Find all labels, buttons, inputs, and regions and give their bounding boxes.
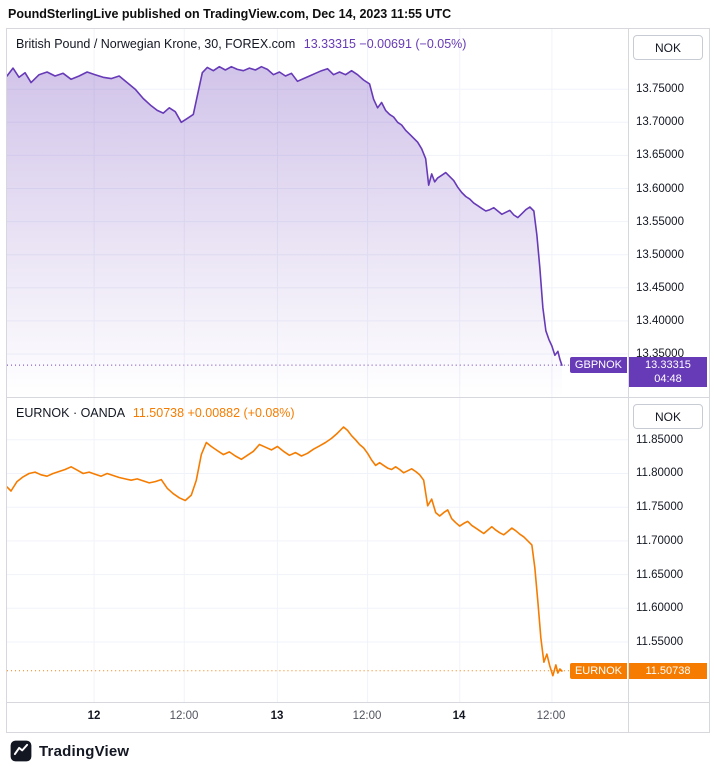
time-axis-label: 12:00 — [352, 710, 382, 722]
price-axis-label: 11.75000 — [636, 501, 684, 514]
time-axis-label: 14 — [452, 710, 466, 722]
gbpnok-legend-values: 13.33315 −0.00691 (−0.05%) — [304, 37, 467, 51]
price-axis-label: 11.80000 — [636, 467, 684, 480]
eurnok-legend-title: EURNOK · OANDA — [16, 406, 125, 420]
price-axis-label: 13.55000 — [636, 215, 684, 228]
time-axis-label: 12 — [87, 710, 101, 722]
gbpnok-legend: British Pound / Norwegian Krone, 30, FOR… — [16, 37, 466, 51]
gbpnok-price-change: −0.00691 (−0.05%) — [359, 37, 467, 51]
gbpnok-badge-price: 13.33315 — [645, 359, 691, 372]
tradingview-branding[interactable]: TradingView — [10, 739, 129, 763]
price-axis-separator — [628, 29, 629, 732]
price-axis-label: 13.50000 — [636, 248, 684, 261]
eurnok-price-axis[interactable]: NOK 11.50738 11.55000 11.60000 11.65000 11.… — [629, 398, 707, 702]
time-axis[interactable]: 12 12:00 13 12:00 14 12:00 — [7, 703, 628, 730]
price-axis-label: 11.55000 — [636, 636, 684, 648]
time-axis-divider — [7, 702, 709, 703]
chart-widget: GBPNOK British Pound / Norwegian Krone, … — [6, 28, 710, 733]
price-axis-label: 13.40000 — [636, 314, 684, 327]
price-axis-label: 13.65000 — [636, 149, 684, 162]
price-axis-label: 11.70000 — [636, 534, 684, 547]
gbpnok-last-price: 13.33315 — [303, 37, 356, 51]
price-axis-label: 13.75000 — [636, 83, 684, 96]
eurnok-panel: EURNOK EURNOK · OANDA 11.50738 +0.00882 … — [7, 398, 707, 702]
gbpnok-price-flag: GBPNOK — [569, 357, 627, 374]
panel-divider[interactable] — [7, 397, 709, 398]
tradingview-wordmark: TradingView — [39, 742, 130, 760]
gbpnok-plot-area[interactable]: GBPNOK — [7, 29, 628, 397]
price-axis-label: 13.60000 — [636, 182, 684, 195]
price-axis-label: 13.35000 — [636, 347, 684, 360]
eurnok-price-badge: 11.50738 — [629, 662, 707, 679]
eurnok-legend-values: 11.50738 +0.00882 (+0.08%) — [133, 406, 295, 420]
price-axis-label: 11.65000 — [636, 568, 684, 581]
tradingview-logo-icon — [10, 740, 32, 762]
eurnok-last-price: 11.50738 — [132, 406, 185, 420]
eurnok-badge-price: 11.50738 — [645, 664, 691, 677]
gbpnok-currency-button[interactable]: NOK — [633, 35, 703, 60]
gbpnok-price-axis[interactable]: NOK 13.33315 04:48 13.35000 13.40000 13.45… — [629, 29, 707, 397]
time-axis-label: 12:00 — [536, 710, 566, 722]
gbpnok-line-chart[interactable] — [7, 29, 628, 397]
gbpnok-panel: GBPNOK British Pound / Norwegian Krone, … — [7, 29, 707, 397]
eurnok-price-change: +0.00882 (+0.08%) — [187, 406, 295, 420]
time-axis-label: 13 — [270, 710, 284, 722]
price-axis-label: 11.60000 — [636, 602, 684, 615]
price-axis-label: 11.85000 — [636, 433, 684, 446]
gbpnok-legend-title: British Pound / Norwegian Krone, 30, FOR… — [16, 37, 296, 51]
eurnok-legend: EURNOK · OANDA 11.50738 +0.00882 (+0.08%… — [16, 406, 295, 420]
attribution-text: PoundSterlingLive published on TradingVi… — [8, 7, 452, 21]
price-axis-label: 13.70000 — [636, 116, 684, 129]
gbpnok-bar-countdown: 04:48 — [654, 373, 682, 386]
eurnok-line-chart[interactable] — [7, 398, 628, 702]
gbpnok-price-badge: 13.33315 04:48 — [629, 357, 707, 388]
price-axis-label: 13.45000 — [636, 281, 684, 294]
eurnok-currency-button[interactable]: NOK — [633, 404, 703, 429]
eurnok-price-flag: EURNOK — [569, 662, 627, 679]
time-axis-label: 12:00 — [169, 710, 199, 722]
eurnok-plot-area[interactable]: EURNOK — [7, 398, 628, 702]
